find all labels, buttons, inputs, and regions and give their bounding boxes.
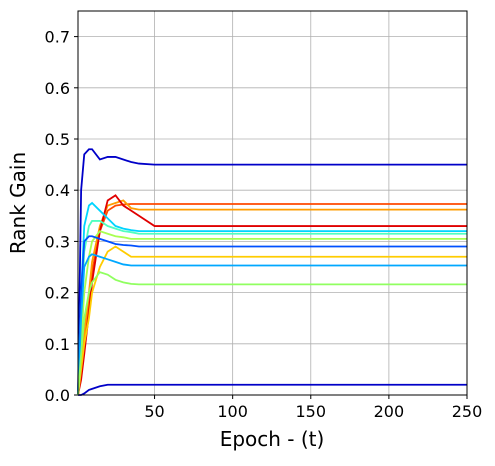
x-tick-label: 250 bbox=[452, 402, 483, 421]
y-tick-label: 0.2 bbox=[45, 284, 70, 303]
line-series bbox=[77, 220, 467, 396]
y-tick-label: 0.0 bbox=[45, 386, 70, 405]
line-series bbox=[77, 230, 467, 396]
line-series bbox=[77, 245, 467, 396]
x-tick-label: 100 bbox=[217, 402, 248, 421]
line-series bbox=[77, 148, 467, 396]
line-series bbox=[77, 235, 467, 396]
y-tick-label: 0.6 bbox=[45, 79, 70, 98]
x-tick-label: 200 bbox=[374, 402, 405, 421]
line-series bbox=[78, 383, 467, 396]
y-tick-label: 0.7 bbox=[45, 28, 70, 47]
y-tick-label: 0.3 bbox=[45, 232, 70, 251]
x-tick-label: 50 bbox=[144, 402, 164, 421]
line-series bbox=[77, 271, 467, 396]
line-series bbox=[77, 253, 467, 396]
line-series bbox=[77, 194, 467, 396]
y-tick-label: 0.4 bbox=[45, 181, 70, 200]
x-tick-label: 150 bbox=[296, 402, 327, 421]
line-series bbox=[77, 199, 467, 396]
plot-frame bbox=[77, 10, 468, 396]
x-axis-label: Epoch - (t) bbox=[220, 427, 325, 451]
y-axis-label: Rank Gain bbox=[6, 152, 30, 254]
y-tick-label: 0.1 bbox=[45, 335, 70, 354]
line-series bbox=[77, 201, 467, 396]
y-tick-label: 0.5 bbox=[45, 130, 70, 149]
